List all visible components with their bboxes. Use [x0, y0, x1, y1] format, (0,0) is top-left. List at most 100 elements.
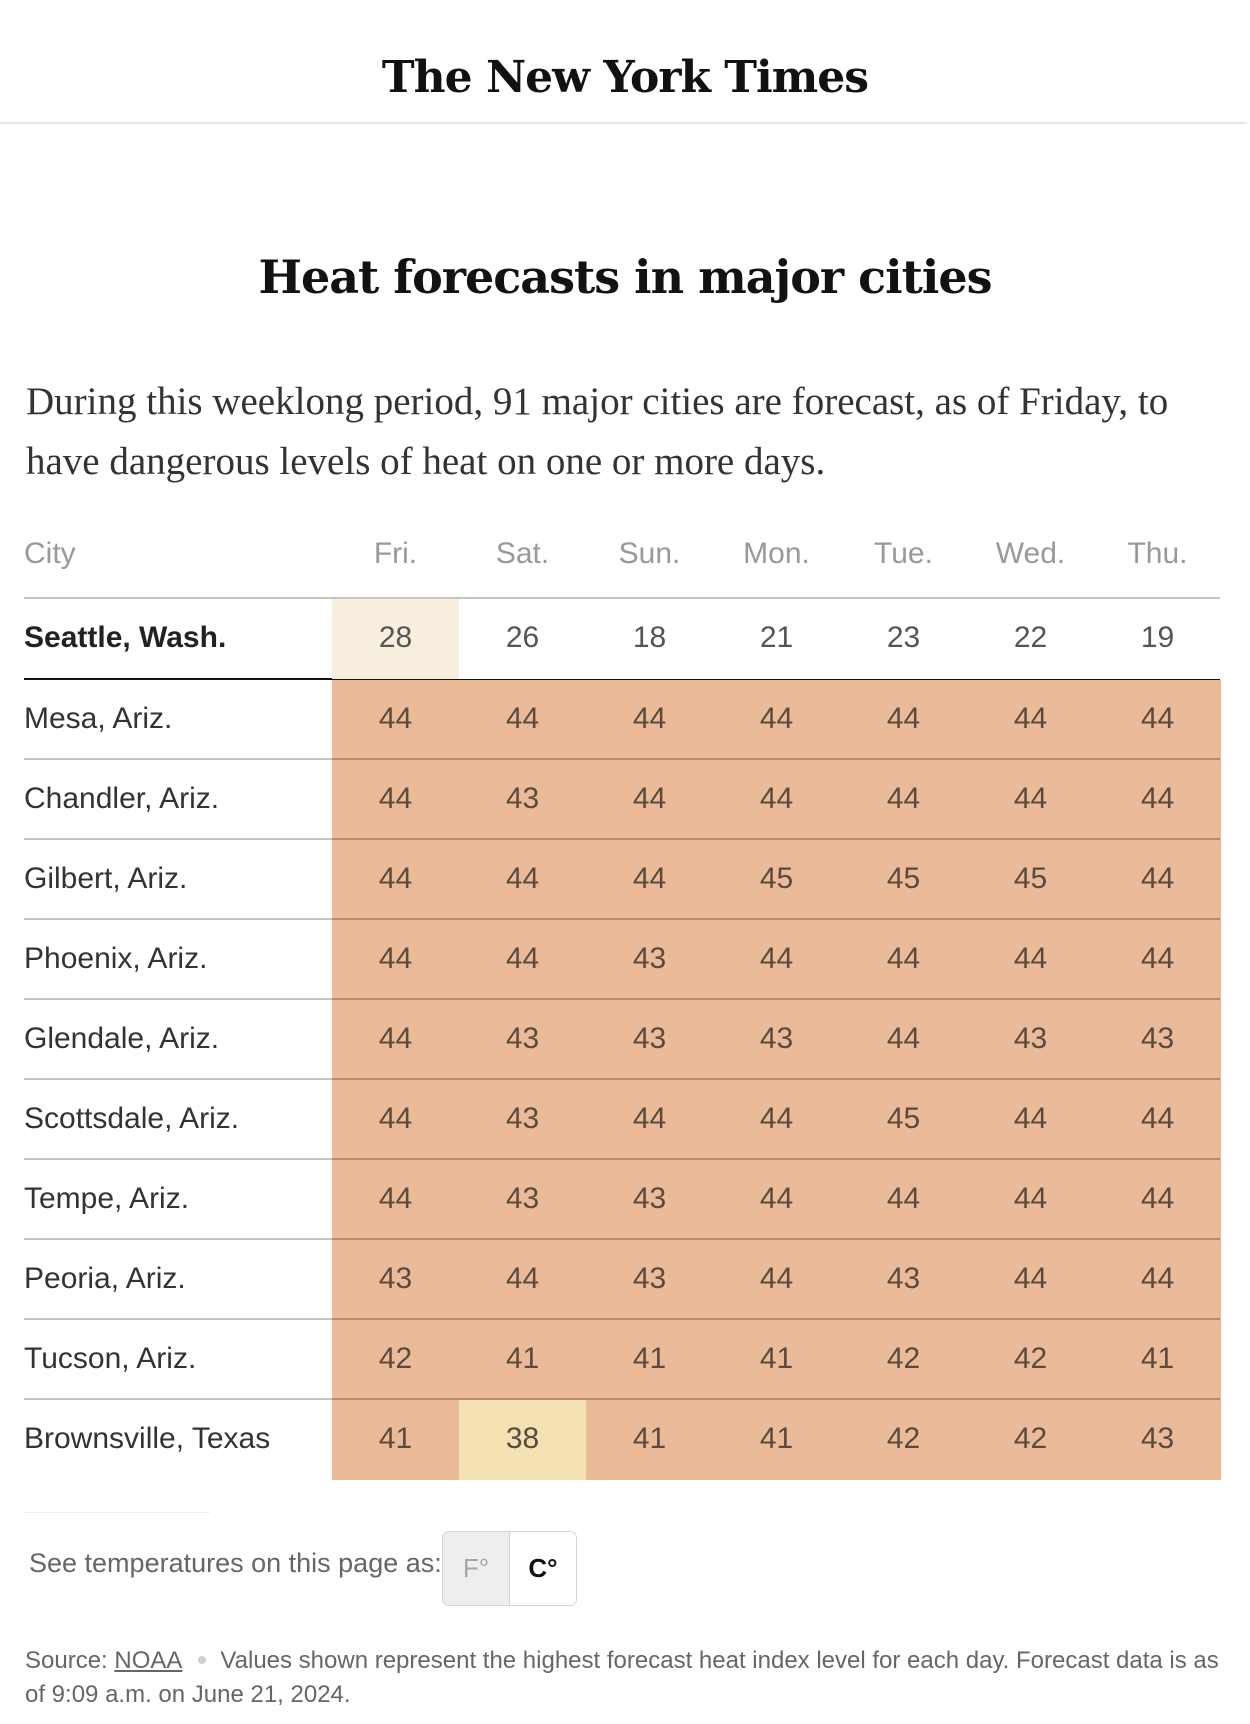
heat-index-cell: 44: [713, 680, 840, 760]
table-row: Brownsville, Texas 41 38 41 41 42 42 43: [24, 1400, 1221, 1480]
heat-index-cell: 41: [586, 1320, 713, 1400]
column-header-city: City: [24, 537, 76, 570]
heat-index-cell: 44: [967, 760, 1094, 840]
city-name: Mesa, Ariz.: [24, 702, 173, 735]
heat-index-cell: 44: [1094, 1240, 1221, 1320]
heat-index-cell: 44: [713, 1160, 840, 1240]
heat-index-cell: 43: [1094, 1400, 1221, 1480]
heat-index-cell: 43: [586, 920, 713, 1000]
heat-index-cell: 43: [1094, 1000, 1221, 1080]
heat-index-cell: 21: [713, 599, 840, 679]
heat-index-cell: 44: [967, 1080, 1094, 1160]
separator-dot: [198, 1655, 207, 1664]
heat-index-cell: 44: [1094, 1160, 1221, 1240]
divider: [24, 1512, 210, 1513]
row-divider: [332, 1318, 1220, 1320]
units-toggle[interactable]: F° C°: [442, 1531, 577, 1606]
row-divider: [332, 758, 1220, 760]
table-row: Seattle, Wash. 28 26 18 21 23 22 19: [24, 599, 1221, 680]
heat-index-cell: 44: [967, 1160, 1094, 1240]
heat-index-cell: 41: [713, 1400, 840, 1480]
table-row: Tempe, Ariz. 44 43 43 44 44 44 44: [24, 1160, 1221, 1240]
column-header-day: Sun.: [618, 537, 681, 570]
table-header: City Fri. Sat. Sun. Mon. Tue. Wed. Thu.: [24, 520, 1220, 599]
heat-index-cell: 44: [840, 760, 967, 840]
row-divider: [332, 1398, 1220, 1400]
heat-index-cell: 44: [840, 680, 967, 760]
heat-index-cell: 41: [459, 1320, 586, 1400]
heat-index-cell: 43: [586, 1160, 713, 1240]
source-link-noaa[interactable]: NOAA: [114, 1647, 183, 1674]
row-divider: [332, 998, 1220, 1000]
heat-index-cell: 44: [332, 920, 459, 1000]
heat-index-cell: 45: [840, 1080, 967, 1160]
heat-index-cell: 44: [459, 840, 586, 920]
heat-index-cell: 44: [586, 840, 713, 920]
heat-index-cell: 44: [713, 760, 840, 840]
page-title: Heat forecasts in major cities: [258, 250, 993, 304]
heat-index-cell: 43: [586, 1240, 713, 1320]
city-name: Peoria, Ariz.: [24, 1262, 186, 1295]
heat-index-cell: 44: [713, 1080, 840, 1160]
heat-index-cell: 42: [840, 1400, 967, 1480]
heat-forecast-table: City Fri. Sat. Sun. Mon. Tue. Wed. Thu. Seattle…: [24, 520, 1221, 1480]
heat-index-cell: 44: [1094, 840, 1221, 920]
heat-index-cell: 44: [1094, 920, 1221, 1000]
heat-index-cell: 43: [459, 760, 586, 840]
heat-index-cell: 44: [586, 680, 713, 760]
city-name: Brownsville, Texas: [24, 1422, 271, 1455]
heat-index-cell: 43: [840, 1240, 967, 1320]
heat-index-cell: 44: [840, 920, 967, 1000]
row-divider: [332, 1158, 1220, 1160]
heat-index-cell: 43: [459, 1080, 586, 1160]
city-name: Chandler, Ariz.: [24, 782, 220, 815]
heat-index-cell: 22: [967, 599, 1094, 679]
heat-index-cell: 45: [840, 840, 967, 920]
heat-index-cell: 28: [332, 599, 459, 679]
heat-index-cell: 43: [967, 1000, 1094, 1080]
heat-index-cell: 44: [332, 1160, 459, 1240]
heat-index-cell: 26: [459, 599, 586, 679]
heat-index-cell: 43: [332, 1240, 459, 1320]
heat-index-cell: 44: [332, 1080, 459, 1160]
city-name: Gilbert, Ariz.: [24, 862, 188, 895]
heat-index-cell: 43: [459, 1000, 586, 1080]
units-toggle-label: See temperatures on this page as:: [29, 1548, 442, 1578]
heat-index-cell: 44: [332, 760, 459, 840]
heat-index-cell: 43: [459, 1160, 586, 1240]
celsius-button[interactable]: C°: [510, 1532, 576, 1605]
table-row: Gilbert, Ariz. 44 44 44 45 45 45 44: [24, 840, 1221, 920]
row-divider: [332, 838, 1220, 840]
heat-index-cell: 42: [967, 1320, 1094, 1400]
column-header-day: Mon.: [743, 537, 810, 570]
heat-index-cell: 41: [332, 1400, 459, 1480]
city-name: Tempe, Ariz.: [24, 1182, 190, 1215]
heat-index-cell: 44: [586, 760, 713, 840]
heat-index-cell: 44: [332, 840, 459, 920]
nyt-logo[interactable]: The New York Times: [381, 52, 869, 103]
row-divider: [332, 1078, 1220, 1080]
heat-index-cell: 42: [332, 1320, 459, 1400]
heat-index-cell: 44: [459, 920, 586, 1000]
heat-index-cell: 44: [713, 1240, 840, 1320]
heat-index-cell: 44: [332, 680, 459, 760]
masthead: The New York Times: [0, 0, 1247, 124]
heat-index-cell: 23: [840, 599, 967, 679]
source-label: Source:: [25, 1647, 108, 1674]
heat-index-cell: 44: [967, 1240, 1094, 1320]
heat-index-cell: 38: [459, 1400, 586, 1480]
intro-paragraph: During this weeklong period, 91 major ci…: [26, 380, 1169, 483]
city-name: Tucson, Ariz.: [24, 1342, 197, 1375]
heat-index-cell: 45: [713, 840, 840, 920]
heat-index-cell: 44: [967, 920, 1094, 1000]
heat-index-cell: 44: [1094, 680, 1221, 760]
heat-index-cell: 44: [713, 920, 840, 1000]
heat-index-cell: 44: [1094, 1080, 1221, 1160]
heat-index-cell: 42: [840, 1320, 967, 1400]
table-row: Phoenix, Ariz. 44 44 43 44 44 44 44: [24, 920, 1221, 1000]
source-note-text: Values shown represent the highest forec…: [25, 1647, 1219, 1708]
heat-index-cell: 41: [1094, 1320, 1221, 1400]
column-header-day: Wed.: [995, 537, 1066, 570]
fahrenheit-button[interactable]: F°: [443, 1532, 510, 1605]
heat-index-cell: 19: [1094, 599, 1221, 679]
